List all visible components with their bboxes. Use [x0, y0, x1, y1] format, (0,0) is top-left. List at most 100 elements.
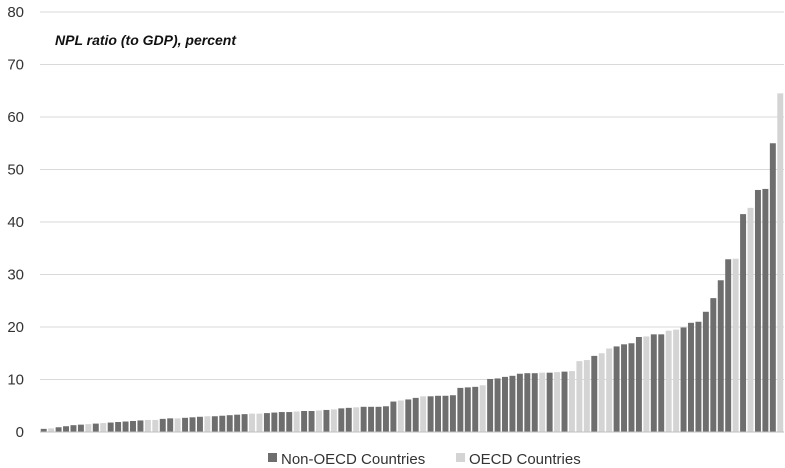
bar: [48, 428, 55, 432]
bar: [606, 348, 613, 432]
bars: [40, 93, 784, 433]
bar: [494, 378, 501, 432]
y-tick-label: 60: [7, 109, 24, 126]
bar: [63, 426, 70, 432]
y-tick-label: 10: [7, 372, 24, 389]
bar: [546, 372, 553, 432]
bar: [405, 399, 412, 432]
bar: [107, 422, 114, 432]
bar: [680, 327, 687, 432]
bar: [732, 258, 739, 432]
bar: [717, 280, 724, 432]
bar: [196, 416, 203, 432]
legend-swatch-non-oecd: [268, 453, 277, 462]
bar: [167, 418, 174, 432]
bar: [382, 406, 389, 432]
bar: [159, 418, 166, 433]
legend-label-non-oecd: Non-OECD Countries: [281, 451, 425, 468]
bar: [271, 412, 278, 432]
bar: [531, 373, 538, 432]
bar: [115, 422, 122, 432]
bar: [449, 395, 456, 432]
bar: [472, 386, 479, 432]
y-tick-label: 40: [7, 214, 24, 231]
legend-label-oecd: OECD Countries: [469, 451, 581, 468]
bar: [568, 371, 575, 432]
bar: [479, 385, 486, 432]
bar: [256, 413, 263, 433]
bar: [635, 336, 642, 432]
bar: [152, 419, 159, 432]
bar: [219, 415, 226, 432]
bar: [211, 416, 218, 432]
bar: [323, 409, 330, 432]
bar: [226, 415, 233, 432]
y-tick-label: 0: [16, 424, 24, 441]
bar: [286, 412, 293, 432]
bar: [561, 371, 568, 433]
bar: [122, 421, 129, 432]
y-tick-label: 50: [7, 162, 24, 179]
bar: [457, 387, 464, 432]
bar: [182, 417, 189, 432]
bar: [427, 396, 434, 432]
bar: [360, 406, 367, 432]
bar: [390, 401, 397, 432]
bar: [539, 372, 546, 432]
y-axis-tick-labels: 0 10 20 30 40 50 60 70 80: [7, 4, 24, 441]
bar: [777, 93, 784, 433]
bar: [643, 336, 650, 432]
bar: [40, 428, 47, 432]
bar: [92, 423, 99, 432]
bar: [412, 397, 419, 433]
bar: [442, 395, 449, 432]
bar: [673, 329, 680, 433]
bar: [301, 411, 308, 432]
gridlines: [40, 11, 784, 380]
bar: [591, 355, 598, 433]
bar: [524, 373, 531, 432]
bar: [241, 414, 248, 432]
bar: [137, 420, 144, 432]
bar: [658, 334, 665, 432]
bar: [263, 413, 270, 432]
bar: [420, 396, 427, 432]
y-tick-label: 30: [7, 267, 24, 284]
bar: [435, 395, 442, 432]
bar: [740, 214, 747, 432]
bar: [278, 412, 285, 432]
bar: [55, 427, 62, 432]
y-tick-label: 80: [7, 4, 24, 21]
bar: [293, 411, 300, 432]
bar: [621, 344, 628, 432]
bar: [368, 406, 375, 432]
bar: [509, 375, 516, 432]
bar: [688, 322, 694, 432]
bar: [308, 411, 315, 432]
bar: [204, 416, 211, 432]
bar: [576, 361, 583, 433]
bar: [85, 424, 92, 433]
bar: [650, 334, 657, 432]
bar: [583, 360, 590, 432]
bar: [144, 419, 151, 432]
bar: [70, 425, 77, 432]
bar: [189, 417, 196, 432]
bar: [747, 207, 754, 432]
legend-swatch-oecd: [456, 453, 465, 462]
bar: [77, 424, 84, 432]
bar: [330, 409, 337, 432]
bar: [234, 414, 241, 432]
bar: [502, 376, 508, 433]
bar: [598, 353, 605, 432]
bar: [345, 407, 352, 432]
bar: [613, 346, 620, 432]
bar: [695, 321, 702, 432]
bar: [769, 143, 776, 432]
bar: [353, 407, 360, 432]
bar: [665, 330, 672, 432]
bar: [249, 413, 256, 433]
bar: [710, 298, 717, 433]
bar: [464, 387, 471, 433]
